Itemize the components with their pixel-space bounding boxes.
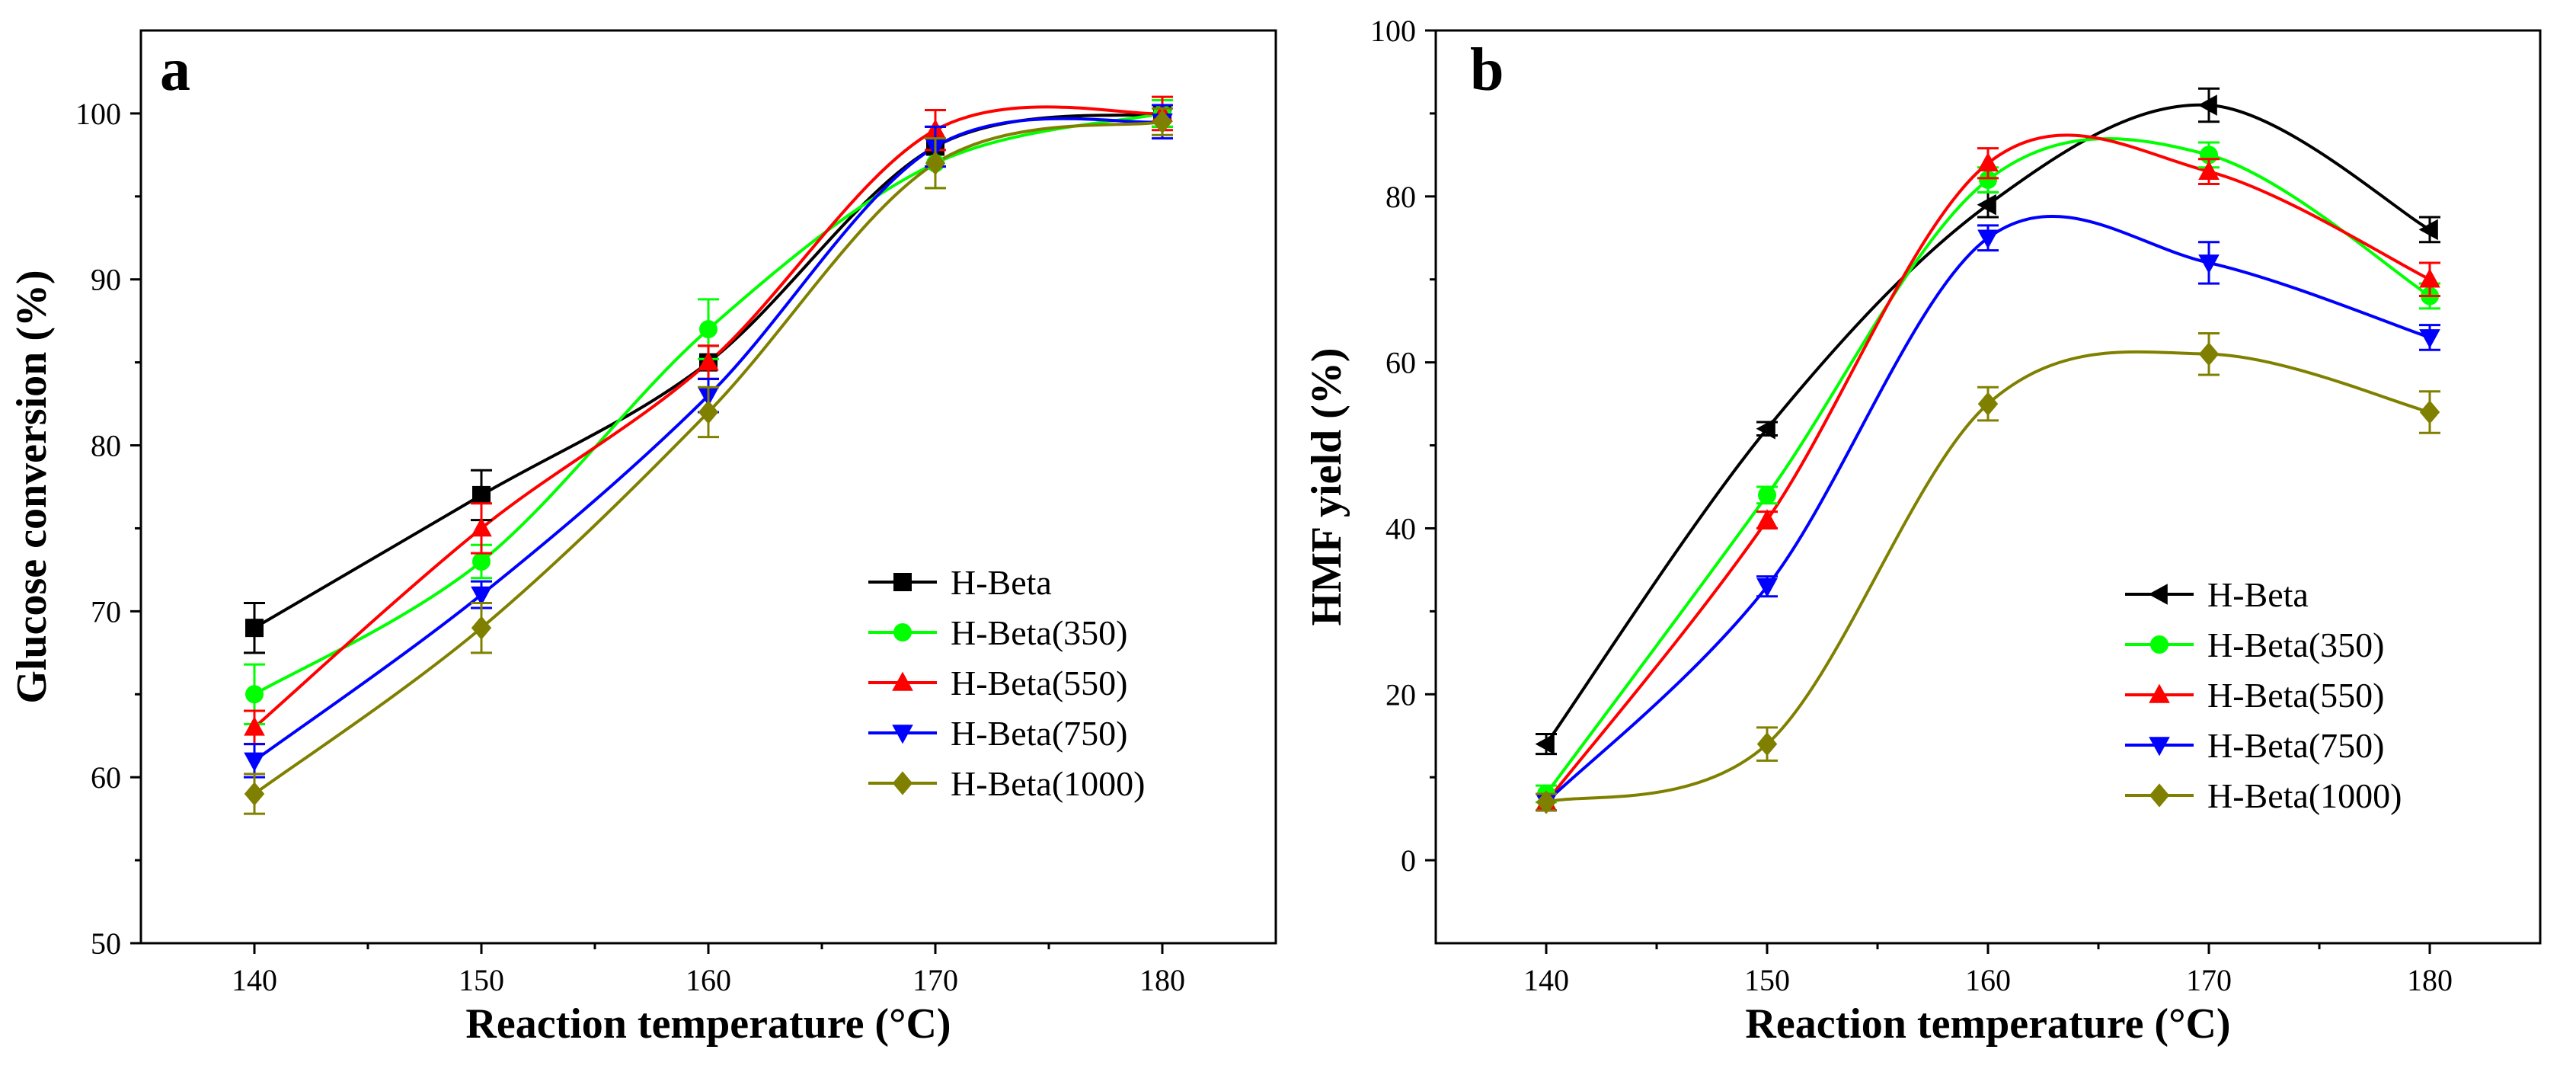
data-point <box>244 716 265 736</box>
data-point <box>925 151 946 175</box>
x-tick-label: 160 <box>686 963 731 997</box>
data-point <box>244 752 265 772</box>
data-point <box>2419 268 2440 288</box>
panel-a-ticks: 140 150 160 170 180 50 60 70 80 90 100 <box>75 97 1185 997</box>
legend-marker <box>893 623 912 641</box>
panel-b-chart: b 140 150 160 170 180 0 20 40 60 80 100 Reaction t… <box>1303 14 2542 1048</box>
data-point <box>472 485 491 504</box>
y-tick-label: 70 <box>91 594 121 629</box>
x-tick-label: 140 <box>1523 963 1569 997</box>
data-point <box>1536 790 1557 814</box>
data-point <box>2419 400 2440 424</box>
y-tick-label: 60 <box>91 760 121 795</box>
legend-label: H-Beta <box>2207 575 2309 614</box>
data-point <box>471 616 492 640</box>
panel-a-x-axis-title: Reaction temperature (°C) <box>465 1000 951 1048</box>
legend-label: H-Beta(750) <box>951 714 1127 753</box>
data-point <box>1756 418 1775 440</box>
series-line <box>1545 133 2431 804</box>
legend-marker <box>892 771 913 795</box>
data-point <box>1977 229 1999 249</box>
panel-a-chart: a 140 150 160 170 180 50 60 70 80 90 100 Reaction … <box>8 29 1277 1048</box>
panel-b-x-axis-title: Reaction temperature (°C) <box>1745 1000 2230 1048</box>
panel-a-plot-frame <box>139 29 1277 945</box>
legend-label: H-Beta(1000) <box>951 764 1145 803</box>
data-point <box>245 619 264 638</box>
data-point <box>245 685 264 704</box>
x-tick-label: 170 <box>2186 963 2232 997</box>
panel-b-markers <box>1535 87 2440 814</box>
data-point <box>1152 110 1173 134</box>
data-point <box>698 351 719 371</box>
x-tick-label: 150 <box>1744 963 1790 997</box>
panel-b-legend: H-Beta H-Beta(350) H-Beta(550) H-Beta(750) H… <box>2125 575 2402 815</box>
panel-a-y-axis-title: Glucose conversion (%) <box>8 270 56 703</box>
data-point <box>2198 254 2220 274</box>
y-tick-label: 40 <box>1385 511 1416 545</box>
data-point <box>2198 160 2220 180</box>
panel-b-y-axis-title: HMF yield (%) <box>1303 348 1350 626</box>
data-point <box>1977 194 1996 216</box>
legend-label: H-Beta(550) <box>951 664 1127 702</box>
y-tick-label: 100 <box>1370 14 1416 48</box>
panel-a-markers <box>244 95 1173 815</box>
data-point <box>1756 509 1778 529</box>
data-point <box>1535 733 1555 755</box>
data-point <box>699 320 718 339</box>
legend-label: H-Beta(1000) <box>2207 776 2402 815</box>
legend-label: H-Beta(550) <box>2207 676 2384 715</box>
data-point <box>471 517 492 537</box>
legend-marker <box>2149 737 2170 757</box>
panel-a-legend: H-Beta H-Beta(350) H-Beta(550) H-Beta(750) H… <box>868 563 1145 803</box>
x-tick-label: 150 <box>459 963 504 997</box>
x-tick-label: 160 <box>1965 963 2011 997</box>
data-point <box>2198 342 2220 366</box>
legend-label: H-Beta <box>951 563 1052 602</box>
data-point <box>2419 329 2440 349</box>
panel-b-curves <box>1545 103 2431 804</box>
data-point <box>244 782 265 806</box>
x-tick-label: 140 <box>232 963 277 997</box>
x-tick-label: 180 <box>1139 963 1185 997</box>
panel-a-label: a <box>160 37 190 104</box>
legend-label: H-Beta(350) <box>2207 625 2384 664</box>
series-line <box>1545 215 2431 804</box>
y-tick-label: 60 <box>1385 346 1416 380</box>
data-point <box>471 586 492 606</box>
y-tick-label: 0 <box>1401 843 1416 878</box>
data-point <box>1977 392 1999 416</box>
panel-b-ticks: 140 150 160 170 180 0 20 40 60 80 100 <box>1370 14 2453 997</box>
data-point <box>1756 577 1778 598</box>
data-point <box>2197 94 2217 116</box>
legend-label: H-Beta(350) <box>951 613 1127 652</box>
legend-marker <box>2150 635 2169 654</box>
data-point <box>2418 219 2438 241</box>
legend-marker <box>2149 683 2170 703</box>
data-point <box>698 400 719 424</box>
series-line <box>1545 137 2431 795</box>
legend-marker <box>2148 584 2168 605</box>
data-point <box>1979 171 1997 190</box>
series-line <box>1545 103 2431 745</box>
y-tick-label: 100 <box>75 97 121 131</box>
legend-marker <box>893 573 912 591</box>
x-tick-label: 170 <box>912 963 958 997</box>
y-tick-label: 80 <box>91 429 121 463</box>
series-line <box>1545 350 2431 804</box>
data-point <box>1758 485 1776 504</box>
data-point <box>1756 732 1778 757</box>
y-tick-label: 50 <box>91 926 121 961</box>
data-point <box>472 552 491 571</box>
panel-b-label: b <box>1470 37 1504 104</box>
x-tick-label: 180 <box>2407 963 2453 997</box>
y-tick-label: 20 <box>1385 677 1416 712</box>
data-point <box>1977 152 1999 172</box>
legend-label: H-Beta(750) <box>2207 726 2384 765</box>
y-tick-label: 80 <box>1385 180 1416 214</box>
y-tick-label: 90 <box>91 263 121 297</box>
legend-marker <box>2149 783 2170 808</box>
legend-marker <box>892 725 913 744</box>
legend-marker <box>892 671 913 691</box>
